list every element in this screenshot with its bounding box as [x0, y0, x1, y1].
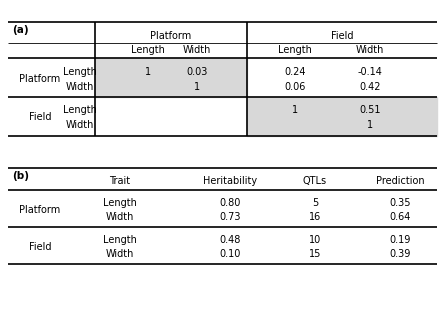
Text: Field: Field [29, 112, 51, 122]
Text: 1: 1 [367, 120, 373, 130]
Text: Platform: Platform [19, 205, 61, 215]
Text: Length: Length [103, 235, 137, 245]
Text: QTLs: QTLs [303, 176, 327, 186]
Text: Length: Length [63, 105, 97, 115]
Text: Length: Length [63, 67, 97, 77]
Text: Length: Length [278, 45, 312, 55]
Text: Trait: Trait [110, 176, 131, 186]
Text: Width: Width [183, 45, 211, 55]
Text: 5: 5 [312, 198, 318, 208]
Text: (b): (b) [12, 171, 29, 181]
Text: Prediction: Prediction [375, 176, 424, 186]
Text: Platform: Platform [19, 74, 61, 84]
Text: 0.64: 0.64 [389, 212, 411, 222]
Text: Field: Field [29, 242, 51, 252]
Text: Width: Width [66, 120, 94, 130]
Text: Heritability: Heritability [203, 176, 257, 186]
Text: 0.19: 0.19 [389, 235, 411, 245]
Text: Width: Width [106, 212, 134, 222]
Text: 0.03: 0.03 [186, 67, 208, 77]
Text: 0.24: 0.24 [284, 67, 306, 77]
Text: Platform: Platform [150, 31, 192, 41]
Text: 15: 15 [309, 249, 321, 259]
Text: 0.48: 0.48 [219, 235, 240, 245]
Text: -0.14: -0.14 [358, 67, 383, 77]
Text: Width: Width [106, 249, 134, 259]
Text: 16: 16 [309, 212, 321, 222]
Text: (a): (a) [12, 25, 29, 35]
Text: 1: 1 [292, 105, 298, 115]
Text: 0.10: 0.10 [219, 249, 240, 259]
Text: 0.06: 0.06 [284, 82, 306, 92]
Text: Field: Field [331, 31, 353, 41]
Text: 0.80: 0.80 [219, 198, 240, 208]
Text: 0.73: 0.73 [219, 212, 241, 222]
Text: Width: Width [356, 45, 384, 55]
Text: 0.51: 0.51 [359, 105, 381, 115]
Text: 1: 1 [145, 67, 151, 77]
Text: 0.35: 0.35 [389, 198, 411, 208]
Text: 10: 10 [309, 235, 321, 245]
Text: 1: 1 [194, 82, 200, 92]
Text: Width: Width [66, 82, 94, 92]
Text: Length: Length [103, 198, 137, 208]
Text: 0.39: 0.39 [389, 249, 411, 259]
Text: 0.42: 0.42 [359, 82, 381, 92]
Text: Length: Length [131, 45, 165, 55]
